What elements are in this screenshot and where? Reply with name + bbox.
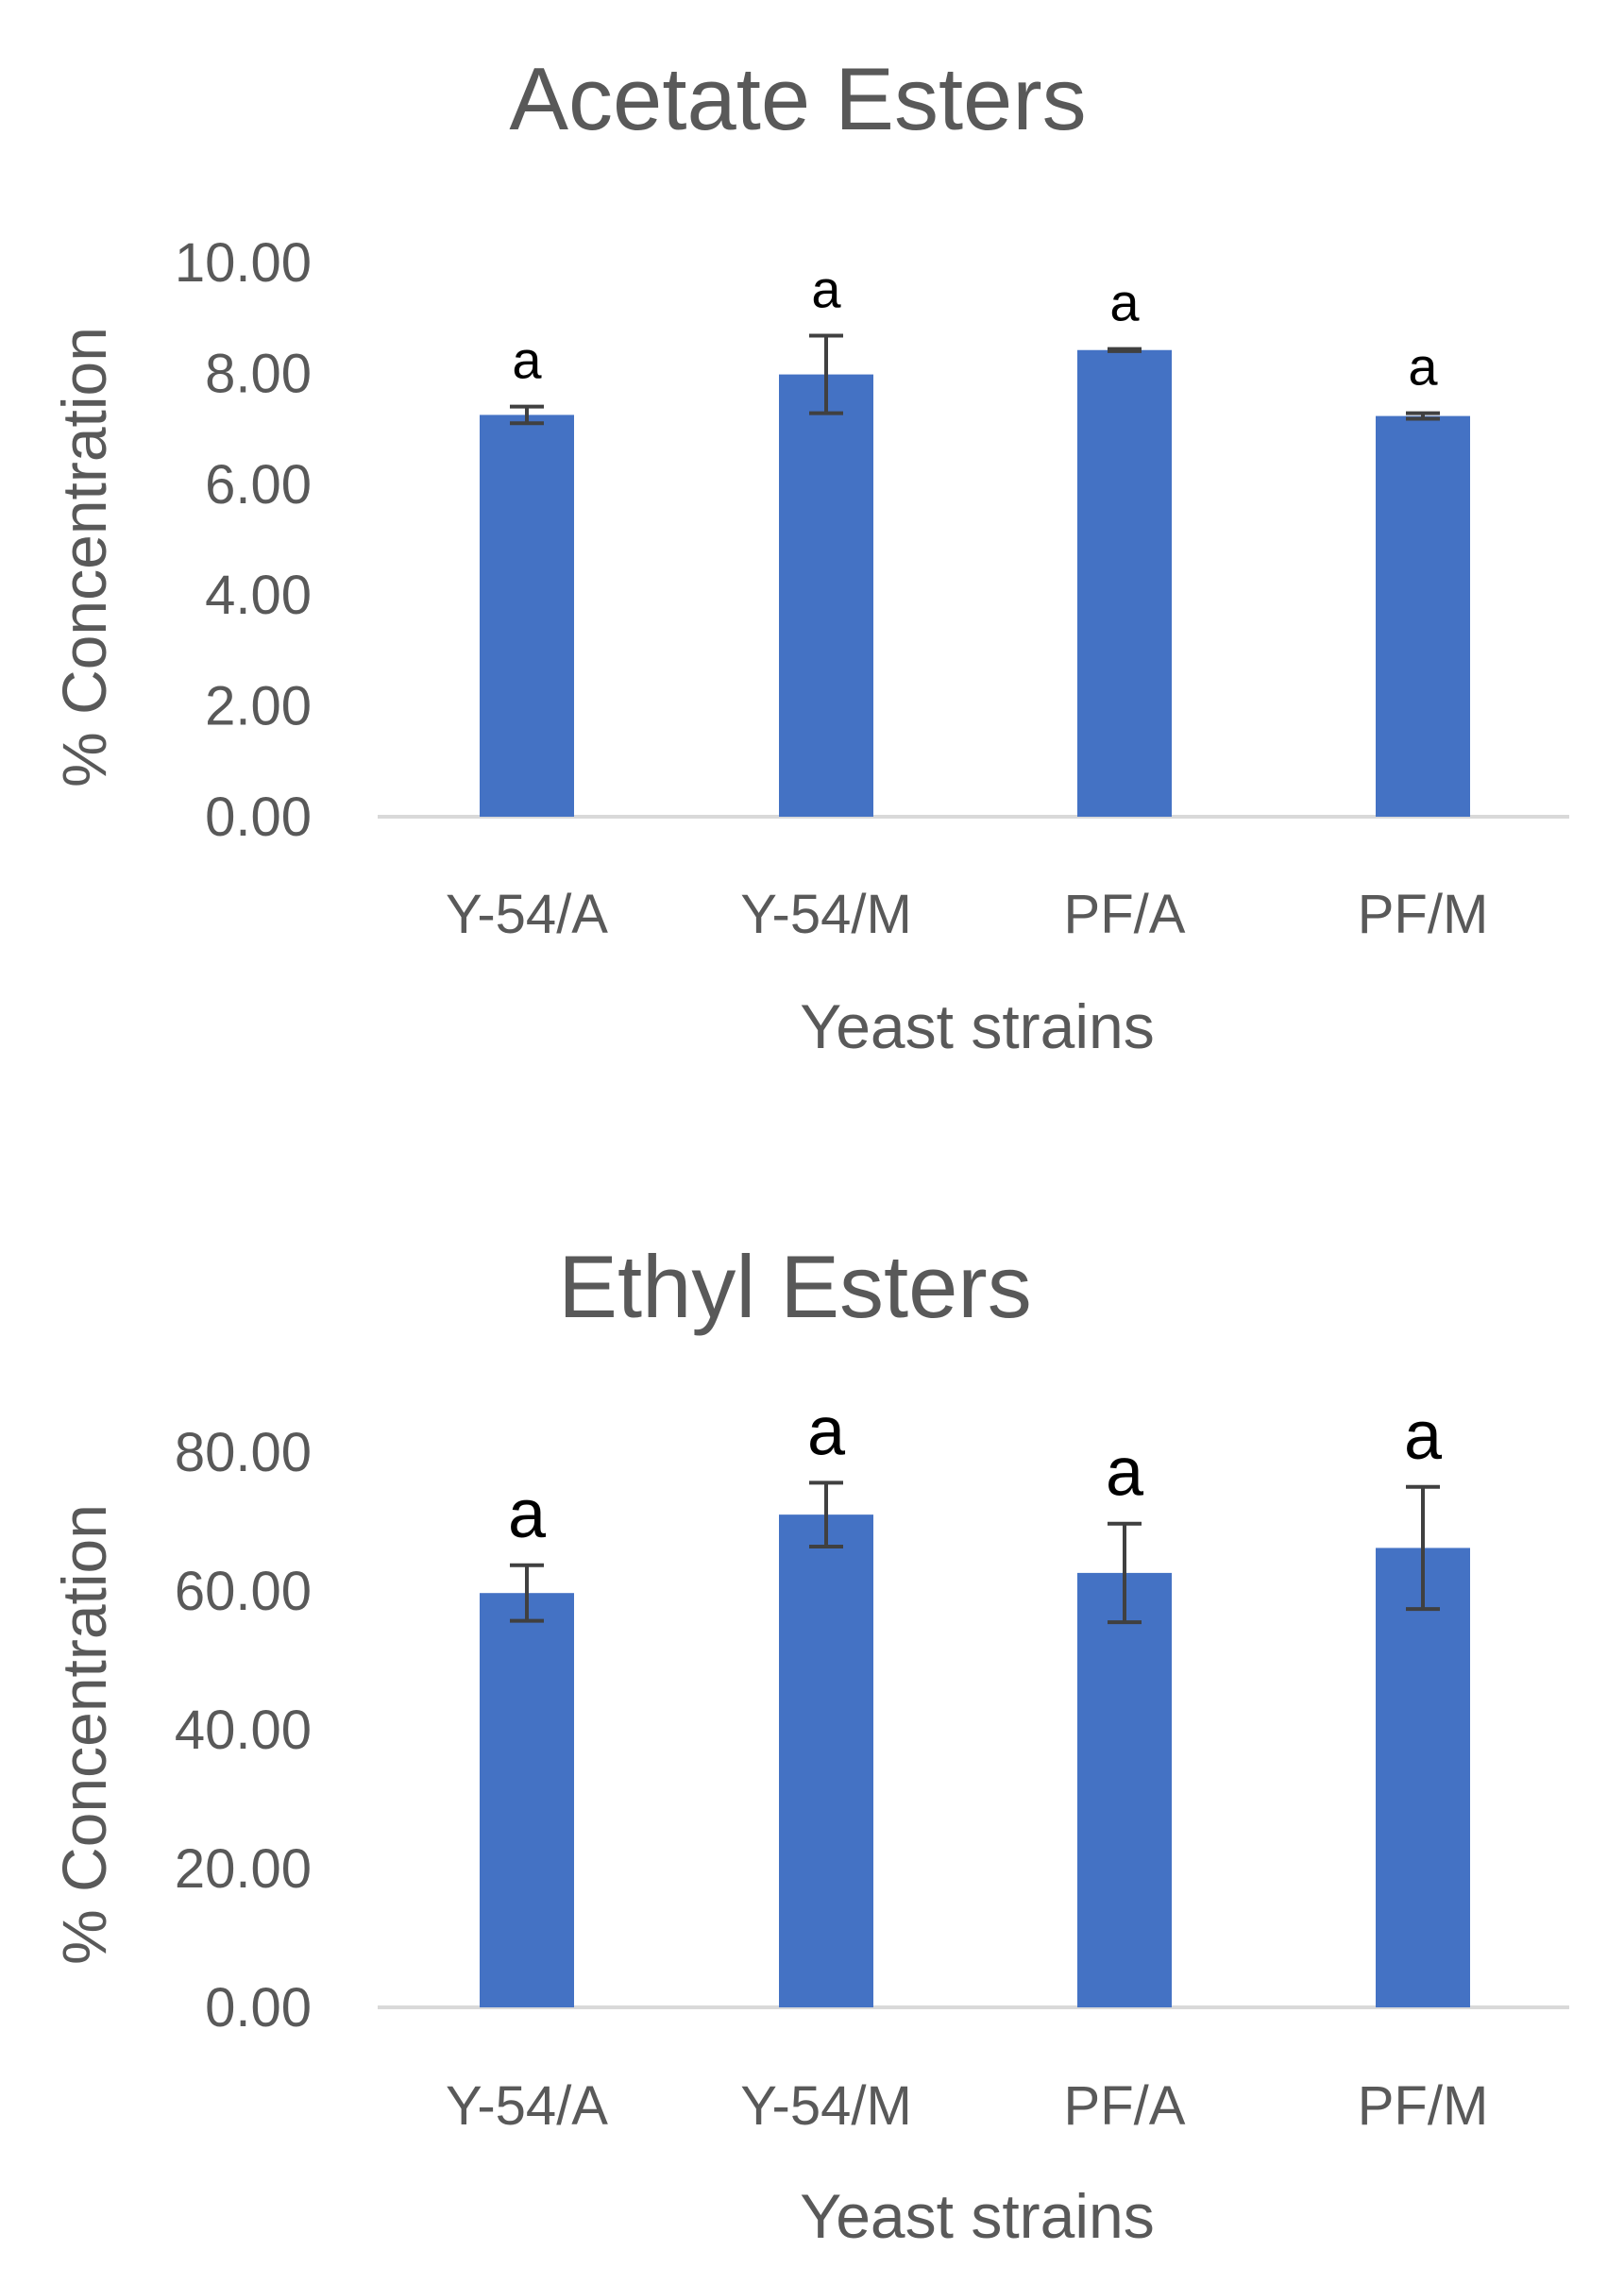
error-bar (510, 404, 544, 426)
y-axis-label: % Concentration (49, 1504, 119, 1965)
bar (1376, 415, 1470, 817)
x-tick-label: Y-54/A (446, 2075, 608, 2137)
significance-label: a (1408, 337, 1438, 397)
chart-title: Ethyl Esters (558, 1237, 1032, 1336)
bar (779, 1514, 873, 2007)
x-tick-label: Y-54/M (740, 884, 912, 945)
y-tick-label: 60.00 (175, 1561, 312, 1622)
y-tick-label: 10.00 (175, 232, 312, 294)
significance-label: a (811, 259, 841, 318)
y-tick-label: 20.00 (175, 1838, 312, 1900)
error-bar (809, 333, 843, 415)
y-tick-label: 8.00 (205, 343, 312, 404)
y-tick-label: 80.00 (175, 1422, 312, 1483)
bar (480, 415, 574, 817)
significance-label: a (512, 330, 542, 390)
significance-label: a (1404, 1398, 1443, 1474)
y-tick-label: 2.00 (205, 676, 312, 737)
significance-label: a (1109, 273, 1140, 332)
x-tick-label: PF/M (1358, 884, 1489, 945)
y-tick-label: 4.00 (205, 565, 312, 626)
x-tick-label: PF/M (1358, 2075, 1489, 2137)
chart-title: Acetate Esters (509, 49, 1086, 148)
significance-label: a (508, 1477, 547, 1552)
y-tick-label: 40.00 (175, 1700, 312, 1761)
bar (779, 374, 873, 817)
error-bar (1108, 1521, 1142, 1625)
chart-ethyl-esters: Ethyl Esters % Concentration Yeast strai… (49, 1237, 1569, 2251)
bar (480, 1593, 574, 2007)
x-tick-label: PF/A (1064, 884, 1186, 945)
significance-label: a (1106, 1435, 1144, 1511)
y-axis-label: % Concentration (49, 327, 119, 787)
error-bar (809, 1480, 843, 1548)
x-tick-label: PF/A (1064, 2075, 1186, 2137)
chart-acetate-esters: Acetate Esters % Concentration Yeast str… (49, 49, 1569, 1061)
error-bar (1108, 347, 1142, 353)
plot-area: 0.00 2.00 4.00 6.00 8.00 10.00 a Y-54/A a Y-54/M a… (175, 232, 1488, 945)
y-tick-label: 6.00 (205, 454, 312, 516)
plot-area: 0.00 20.00 40.00 60.00 80.00 a Y-54/A a Y-54/M a P… (175, 1394, 1488, 2137)
error-bar (510, 1563, 544, 1623)
error-bar (1406, 411, 1440, 421)
x-tick-label: Y-54/M (740, 2075, 912, 2137)
bar (1077, 349, 1172, 817)
error-bar (1406, 1484, 1440, 1612)
x-axis-label: Yeast strains (800, 2181, 1154, 2251)
significance-label: a (807, 1394, 846, 1469)
bar (1376, 1548, 1470, 2007)
y-tick-label: 0.00 (205, 1977, 312, 2039)
x-axis-label: Yeast strains (800, 991, 1154, 1061)
x-tick-label: Y-54/A (446, 884, 608, 945)
y-tick-label: 0.00 (205, 787, 312, 848)
bar (1077, 1572, 1172, 2007)
